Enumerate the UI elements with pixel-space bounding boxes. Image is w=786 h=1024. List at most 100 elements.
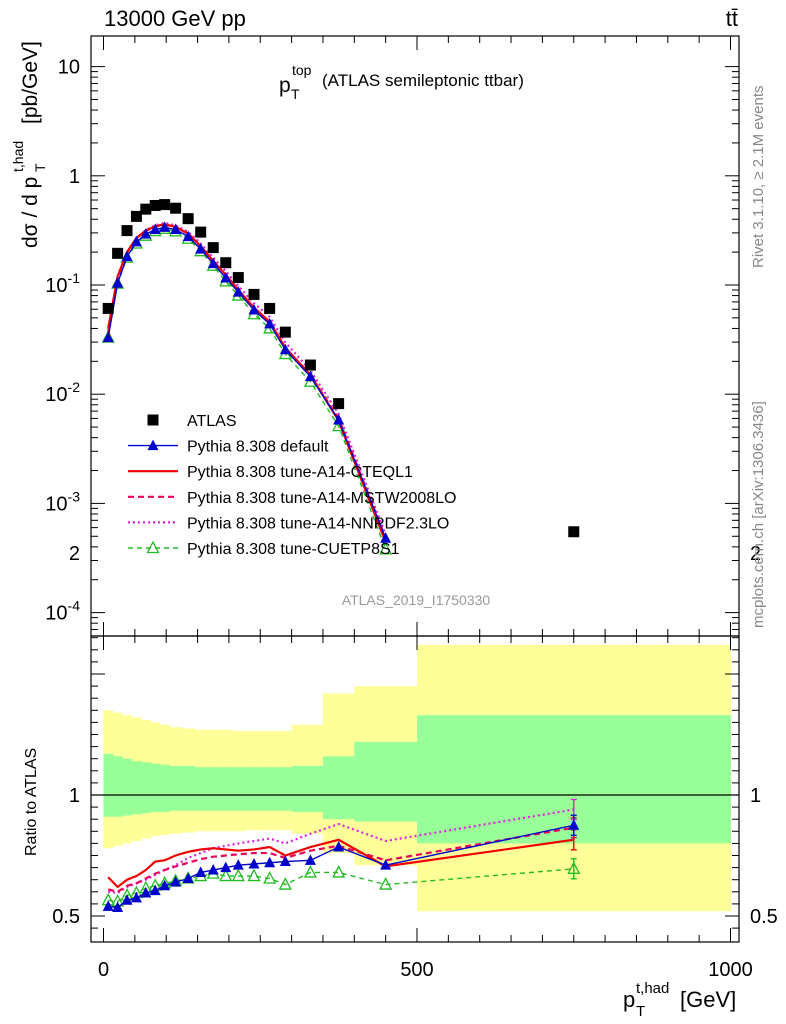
data-point (182, 213, 194, 225)
axis-tick-labels: 10-4 10-3 10-2 10-1 1 10 0.5 0.5 1 1 2 2 0 500 1000 (45, 57, 778, 981)
y-tick-label-ratio-left: 0.5 (52, 906, 80, 928)
data-point (195, 243, 207, 254)
x-tick-label: 1000 (708, 959, 753, 981)
data-point (182, 230, 194, 242)
header-right: tt̄ (726, 6, 738, 31)
y-tick-label-ratio-left: 1 (69, 785, 80, 807)
data-point (220, 861, 232, 873)
data-point (159, 879, 171, 891)
data-point (379, 541, 393, 555)
ratio-plot-frame (90, 635, 740, 943)
data-point (263, 871, 277, 884)
series-line (107, 838, 574, 889)
legend-entry: Pythia 8.308 tune-A14-NNPDF2.3LO (128, 515, 449, 532)
band-inner-bin (150, 763, 161, 812)
x-tick-label: 0 (98, 959, 109, 981)
data-point (264, 317, 276, 329)
y-tick-label-ratio-left: 2 (69, 543, 80, 565)
series-pythia-8-308-tune-a14-cteql1 (107, 838, 574, 889)
band-inner-bin (354, 741, 418, 822)
legend-entry: Pythia 8.308 tune-A14-CTEQL1 (128, 464, 413, 481)
legend-entry: Pythia 8.308 tune-CUETP8S1 (128, 540, 400, 558)
data-point (220, 271, 232, 283)
y-tick-label-main: 1 (69, 166, 80, 188)
data-point (159, 221, 171, 232)
axis-ticks (91, 36, 739, 942)
data-point (232, 272, 244, 284)
y-axis-label-main: dσ / d p T t,had [pb/GeV] (10, 41, 48, 248)
data-point (102, 900, 114, 911)
data-point (304, 359, 316, 371)
band-inner-bin (322, 756, 355, 820)
data-point (121, 894, 133, 905)
data-point (130, 235, 142, 247)
data-point (207, 257, 219, 269)
svg-text:t,had: t,had (10, 141, 26, 172)
data-point (159, 199, 171, 211)
data-point (140, 203, 152, 215)
ratio-uncertainty-bands (103, 644, 731, 912)
data-point (149, 884, 161, 896)
svg-text:dσ / d p: dσ / d p (19, 177, 42, 248)
data-point (182, 872, 194, 883)
data-point (278, 877, 292, 890)
legend-label: Pythia 8.308 tune-CUETP8S1 (187, 541, 400, 558)
series-pythia-8-308-tune-a14-mstw2008lo (107, 826, 574, 893)
data-point (379, 877, 393, 890)
band-inner-bin (141, 762, 152, 814)
y-tick-label-main: 10-3 (45, 488, 80, 515)
data-point (333, 841, 345, 852)
x-tick-label: 500 (400, 959, 433, 981)
main-series-layer (101, 199, 580, 555)
data-point (147, 439, 159, 451)
series-pythia-8-308-default (102, 221, 392, 543)
x-axis-label: p T t,had [GeV] (623, 980, 736, 1020)
band-inner-bin (112, 756, 123, 817)
data-point (121, 250, 133, 262)
data-point (121, 225, 133, 237)
data-point (112, 277, 124, 288)
band-inner-bin (291, 765, 324, 812)
band-inner-bin (279, 767, 293, 811)
y-tick-label-main: 10 (58, 57, 80, 79)
svg-text:top: top (292, 62, 312, 78)
legend: ATLAS Pythia 8.308 default Pythia 8.308 tu… (128, 413, 456, 558)
y-tick-label-main: 10-2 (45, 379, 80, 406)
data-point (279, 343, 291, 355)
legend-entry: Pythia 8.308 default (128, 439, 329, 456)
y-tick-label-main: 10-1 (45, 270, 80, 297)
data-point (264, 856, 276, 868)
data-point (140, 228, 152, 239)
band-inner-bin (131, 761, 142, 815)
svg-text:[GeV]: [GeV] (680, 987, 736, 1012)
data-point (247, 868, 261, 882)
svg-text:(ATLAS semileptonic ttbar): (ATLAS semileptonic ttbar) (322, 71, 524, 90)
data-point (304, 854, 316, 865)
data-point (232, 286, 244, 297)
data-point (195, 866, 207, 877)
legend-entry: Pythia 8.308 tune-A14-MSTW2008LO (128, 490, 456, 507)
data-point (333, 398, 345, 410)
band-inner-bin (263, 767, 280, 811)
plot-title: p T top (ATLAS semileptonic ttbar) (279, 62, 524, 102)
data-point (248, 304, 260, 315)
series-line (107, 826, 574, 893)
legend-label: Pythia 8.308 tune-A14-CTEQL1 (187, 464, 413, 481)
data-point (130, 891, 142, 903)
side-label-rivet: Rivet 3.1.10, ≥ 2.1M events (750, 86, 767, 269)
band-inner-bin (244, 767, 264, 811)
data-point (102, 302, 114, 314)
data-point (232, 859, 244, 870)
band-inner-bin (169, 765, 183, 811)
data-point (231, 868, 245, 882)
series-line (107, 221, 387, 535)
data-point (219, 868, 233, 882)
data-point (332, 865, 346, 878)
y-tick-label-ratio-right: 2 (750, 543, 761, 565)
svg-text:T: T (636, 1003, 645, 1020)
data-point (170, 202, 182, 214)
y-tick-label-main: 10-4 (45, 598, 80, 625)
data-point (149, 199, 161, 211)
legend-label: Pythia 8.308 tune-A14-NNPDF2.3LO (187, 515, 449, 532)
data-point (380, 859, 392, 870)
